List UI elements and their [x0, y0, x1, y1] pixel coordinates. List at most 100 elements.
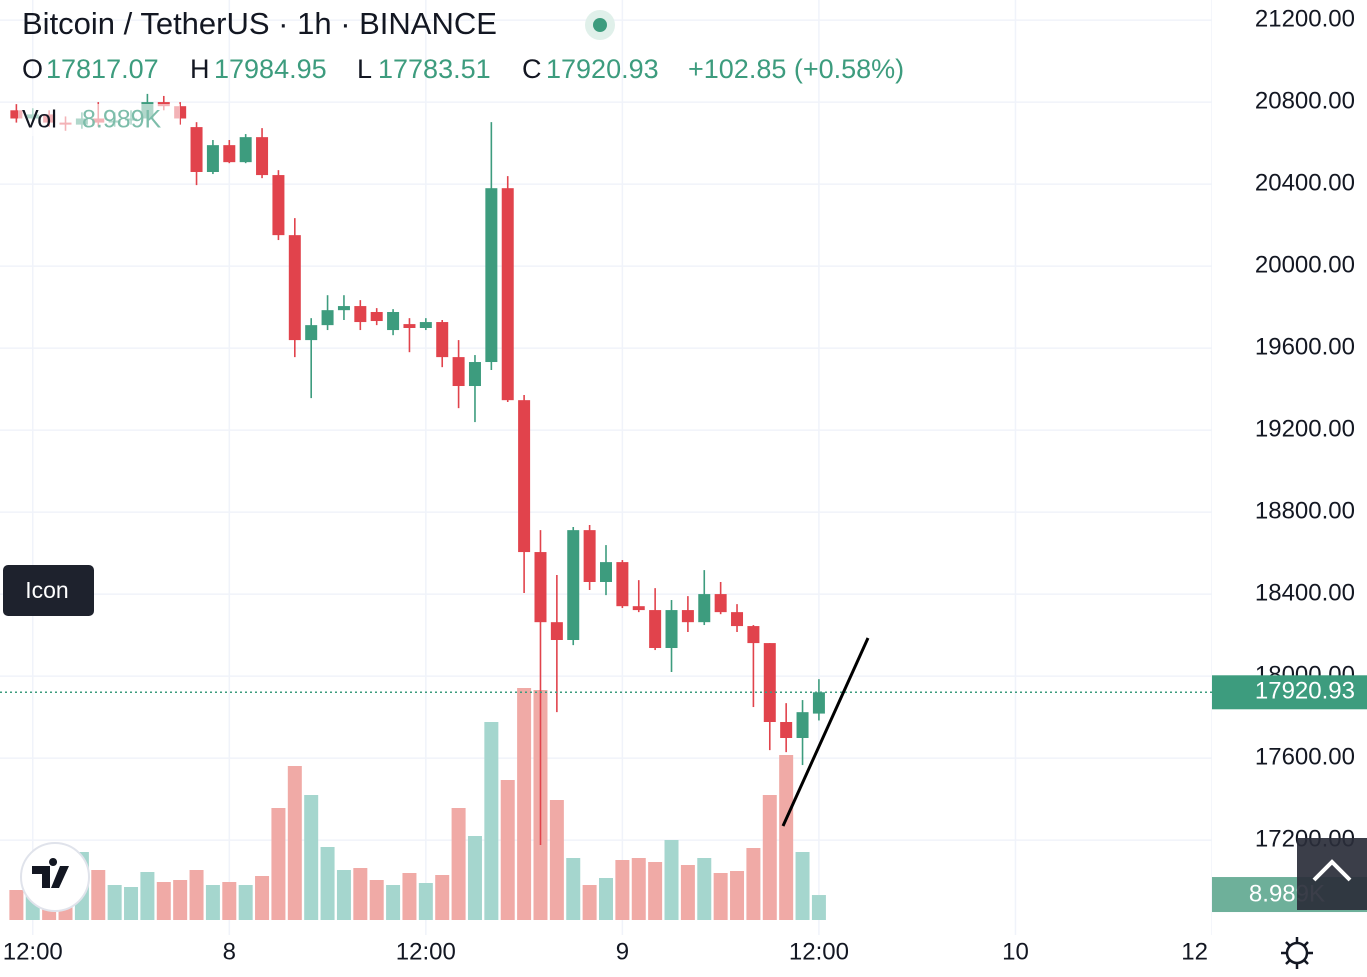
volume-bar	[402, 873, 417, 920]
volume-bar	[189, 870, 204, 920]
chart-title: Bitcoin / TetherUS · 1h · BINANCE	[22, 6, 497, 41]
y-tick-label: 20000.00	[1255, 251, 1355, 278]
volume-bar	[664, 840, 679, 920]
volume-bar	[467, 836, 482, 920]
volume-pane	[9, 688, 826, 920]
open-label: O	[22, 54, 43, 84]
volume-bar	[451, 808, 466, 920]
volume-bar	[156, 882, 171, 920]
volume-bar	[304, 795, 319, 920]
candle-body	[256, 137, 269, 176]
candle-body	[239, 137, 252, 163]
volume-bar	[91, 870, 106, 920]
logo-glyph[interactable]	[32, 858, 69, 888]
close-label: C	[522, 54, 542, 84]
volume-bar	[369, 880, 384, 920]
high-value: 17984.95	[214, 54, 327, 84]
volume-bar	[517, 688, 532, 920]
legend: Bitcoin / TetherUS · 1h · BINANCE O 1781…	[18, 6, 904, 136]
candle-body	[632, 606, 645, 611]
volume-bar	[140, 872, 155, 920]
vol-legend-bg	[18, 104, 180, 136]
volume-bar	[238, 885, 253, 920]
candle-body	[780, 722, 793, 738]
volume-bar	[615, 860, 630, 920]
volume-bar	[599, 878, 613, 920]
scroll-button[interactable]	[1297, 838, 1367, 910]
candle-body	[223, 145, 236, 163]
x-tick-label: 8	[223, 938, 236, 965]
volume-bar	[418, 883, 433, 920]
candle-body	[583, 530, 596, 582]
status-dot	[593, 18, 607, 32]
candle-body	[10, 110, 23, 119]
volume-bar	[320, 847, 335, 920]
volume-bar	[680, 865, 695, 920]
volume-bar	[811, 895, 826, 920]
last-price-label: 17920.93	[1255, 678, 1355, 705]
change-value: +102.85 (+0.58%)	[688, 54, 904, 84]
candle-body	[812, 692, 825, 714]
candle-body	[731, 612, 744, 627]
volume-bar	[500, 780, 515, 920]
x-tick-label: 9	[616, 938, 629, 965]
candle-body	[272, 175, 285, 236]
volume-bar	[762, 795, 777, 920]
candle-body	[796, 712, 809, 738]
grid	[0, 0, 1213, 935]
last-price-box	[1212, 675, 1367, 710]
candle-body	[763, 643, 776, 723]
candle-body	[190, 127, 203, 172]
candle-body	[714, 594, 727, 613]
candle-body	[305, 325, 318, 341]
tooltip: Icon	[3, 565, 94, 616]
candle-body	[419, 322, 432, 328]
tooltip-box	[3, 565, 94, 616]
candle-body	[370, 312, 383, 322]
volume-bar	[746, 848, 761, 920]
volume-bar	[549, 800, 564, 920]
y-tick-label: 19600.00	[1255, 333, 1355, 360]
x-tick-label: 10	[1002, 938, 1029, 965]
candle-body	[550, 622, 563, 641]
candle-body	[600, 562, 612, 582]
volume-bar	[795, 852, 810, 920]
candle-body	[567, 530, 580, 641]
volume-bar	[386, 885, 401, 920]
volume-bar	[730, 871, 745, 920]
x-tick-label: 12:00	[3, 938, 63, 965]
trend-line[interactable]	[781, 637, 870, 827]
volume-bar	[271, 808, 286, 920]
low-label: L	[357, 54, 372, 84]
scroll-chevron[interactable]	[1312, 859, 1352, 882]
settings[interactable]	[1281, 937, 1313, 969]
logo-circle[interactable]	[20, 842, 90, 912]
volume-bar	[713, 873, 728, 920]
price-axis-bg	[1212, 0, 1367, 935]
scroll-box[interactable]	[1297, 838, 1367, 910]
tv-logo[interactable]	[20, 842, 90, 912]
candle-body	[534, 552, 547, 623]
x-tick-label: 12:00	[396, 938, 456, 965]
volume-bar	[9, 890, 24, 920]
y-tick-label: 20400.00	[1255, 169, 1355, 196]
candle-body	[747, 626, 760, 644]
y-tick-label: 21200.00	[1255, 5, 1355, 32]
volume-bar	[779, 755, 794, 920]
vol-value: 8.989K	[82, 106, 162, 134]
candles	[10, 93, 825, 846]
y-tick-label: 19200.00	[1255, 415, 1355, 442]
gear-teeth[interactable]	[1281, 937, 1313, 969]
volume-bar	[173, 880, 188, 920]
volume-bar	[582, 885, 597, 920]
volume-bar	[287, 766, 302, 920]
volume-bar	[648, 862, 663, 920]
volume-bar	[222, 882, 237, 920]
candle-body	[337, 306, 350, 311]
candle-body	[698, 594, 711, 623]
volume-bar	[107, 885, 122, 920]
candle-body	[452, 357, 465, 387]
